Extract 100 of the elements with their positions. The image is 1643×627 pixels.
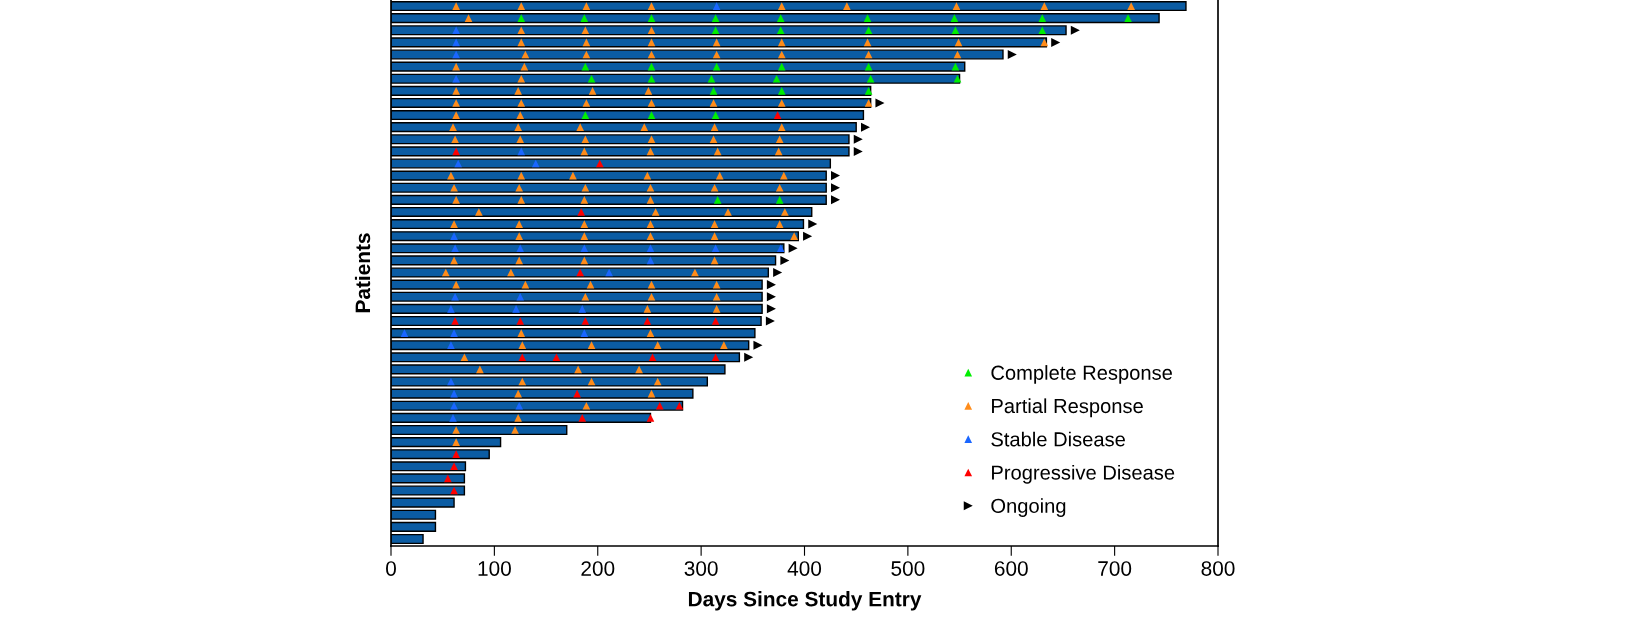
point [713, 147, 722, 156]
point [476, 365, 484, 374]
point [776, 26, 785, 35]
point [452, 99, 460, 107]
point [646, 256, 655, 265]
point [1127, 2, 1135, 10]
point [587, 74, 596, 83]
point [581, 183, 590, 192]
point [452, 450, 460, 459]
point [646, 414, 655, 422]
point [400, 329, 409, 337]
x-tick-label: 200 [581, 561, 615, 576]
point [643, 317, 652, 325]
point [777, 123, 786, 131]
point [1040, 2, 1049, 10]
point [646, 232, 655, 240]
x-tick-label: 800 [1201, 561, 1235, 576]
point [866, 74, 875, 83]
point [449, 123, 457, 131]
point [647, 292, 656, 301]
point [517, 147, 526, 156]
point [447, 341, 455, 350]
point [581, 317, 590, 325]
point [452, 87, 460, 95]
point [780, 255, 790, 265]
point [766, 280, 776, 290]
point [773, 268, 783, 278]
point [951, 26, 960, 35]
point [647, 99, 656, 107]
point [450, 183, 458, 192]
point [1040, 38, 1049, 47]
point [831, 183, 841, 193]
point [776, 14, 785, 22]
point [950, 14, 959, 22]
point [450, 256, 458, 265]
point [515, 256, 523, 265]
point [576, 268, 584, 277]
point [464, 14, 473, 22]
point [580, 14, 589, 22]
point [647, 14, 656, 22]
point [790, 232, 798, 240]
point [516, 317, 525, 325]
x-tick-label: 400 [787, 561, 822, 576]
point [517, 2, 526, 10]
point [646, 196, 655, 204]
point [516, 292, 525, 301]
point [766, 304, 776, 314]
x-tick-label: 600 [994, 561, 1028, 576]
point [581, 26, 590, 35]
point [452, 26, 460, 35]
x-axis-title: Days Since Study Entry [688, 591, 922, 611]
point [808, 219, 818, 229]
point [517, 38, 526, 47]
point [552, 353, 561, 362]
x-tick-label: 700 [1098, 561, 1132, 576]
point [578, 305, 587, 313]
point [441, 268, 450, 277]
point [515, 401, 523, 410]
point [1038, 26, 1047, 35]
legend-label: Progressive Disease [992, 464, 1175, 484]
point [777, 2, 786, 10]
point [772, 74, 781, 83]
point [781, 208, 789, 216]
point [582, 38, 591, 47]
point [520, 62, 529, 71]
point [475, 208, 483, 216]
point [518, 353, 527, 362]
point [577, 208, 586, 216]
point [517, 99, 526, 107]
point [711, 26, 720, 35]
point [647, 135, 656, 144]
point [775, 220, 784, 228]
point [864, 26, 873, 35]
point [843, 2, 851, 10]
point [775, 196, 784, 204]
point [452, 196, 460, 204]
point [803, 231, 813, 241]
point [709, 87, 718, 95]
point [1007, 49, 1017, 60]
point [775, 183, 784, 192]
point [710, 220, 719, 228]
point [646, 220, 655, 228]
point [581, 62, 590, 71]
point [648, 353, 657, 362]
point [578, 414, 587, 422]
point [450, 232, 458, 240]
point [515, 183, 523, 192]
point [514, 414, 522, 422]
point [651, 208, 660, 216]
point [644, 87, 653, 95]
point [647, 74, 656, 83]
point [521, 50, 530, 59]
point [875, 98, 885, 108]
point [517, 196, 526, 204]
point [712, 305, 721, 313]
x-tick-label: 500 [891, 561, 925, 576]
point [517, 14, 526, 22]
point [777, 62, 786, 71]
point [581, 111, 590, 119]
point [582, 99, 591, 107]
